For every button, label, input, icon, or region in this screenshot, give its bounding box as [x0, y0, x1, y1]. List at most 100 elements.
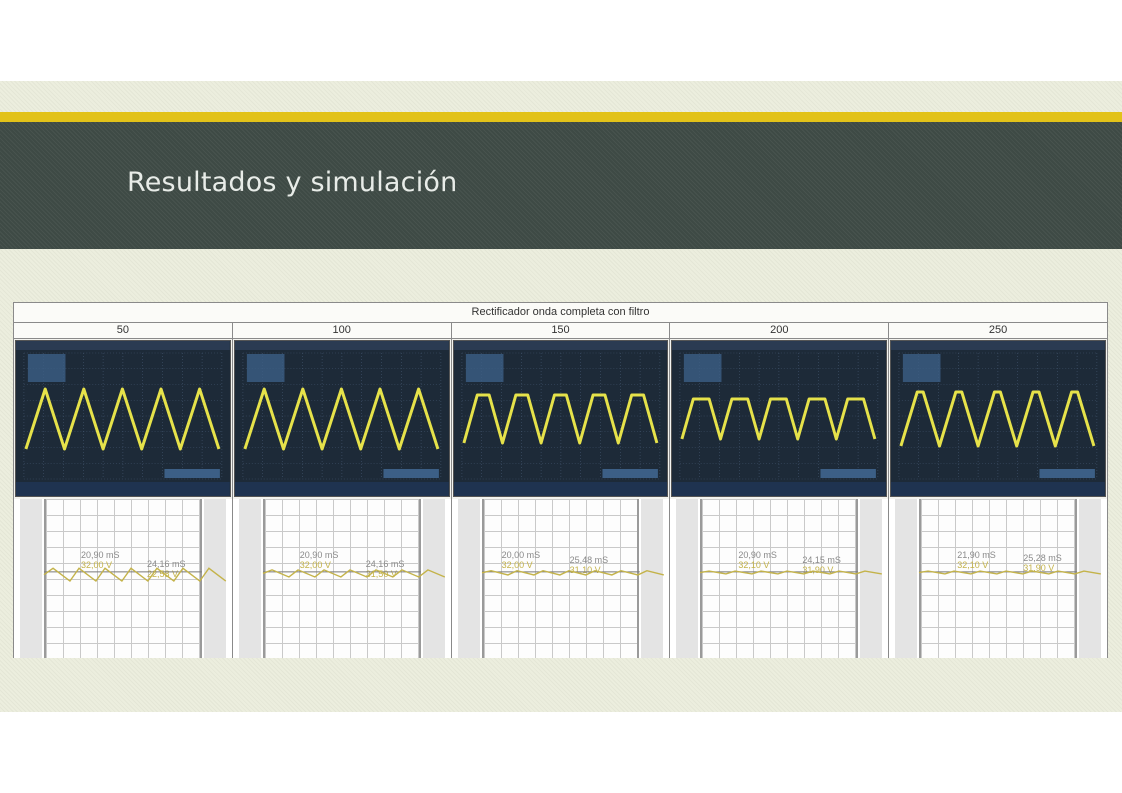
scope-waveform — [899, 390, 1096, 448]
scope-screen — [891, 341, 1105, 496]
cursor-time-2: 24,16 mS — [365, 559, 405, 569]
table-title: Rectificador onda completa con filtro — [14, 303, 1107, 323]
scope-waveform — [680, 397, 877, 441]
column-header: 100 — [232, 323, 451, 339]
simulation-plot: 21,90 mS 32,10 V 25,28 mS 31,90 V — [889, 499, 1107, 658]
oscilloscope-capture — [452, 340, 669, 497]
slide: Resultados y simulación Rectificador ond… — [0, 81, 1122, 712]
scope-status-bar — [16, 482, 230, 496]
scope-toolbar — [672, 341, 887, 350]
scope-toolbar — [234, 341, 449, 350]
result-column: 200 20,90 mS 32,10 V 24,15 mS 31,90 V — [670, 323, 890, 658]
oscilloscope-capture — [233, 340, 450, 497]
cursor-voltage-1: 32,10 V — [738, 560, 770, 570]
column-header: 250 — [889, 323, 1107, 339]
sim-ripple-trace — [262, 569, 445, 578]
sim-grid — [919, 499, 1077, 658]
scope-status-bar — [234, 482, 449, 496]
cursor-time-1: 21,90 mS — [957, 550, 996, 560]
cursor-voltage-1: 32,00 V — [81, 560, 113, 570]
column-header: 200 — [670, 323, 889, 339]
simulation-trace-layer — [43, 567, 227, 583]
simulation-plot: 20,00 mS 32,00 V 25,48 mS 31,10 V — [451, 499, 670, 658]
scope-frequency-box — [602, 469, 658, 478]
cursor-voltage-1: 32,00 V — [501, 560, 533, 570]
scope-frequency-box — [820, 469, 877, 478]
sim-margin — [676, 499, 699, 658]
scope-frequency-box — [1039, 469, 1096, 478]
scope-waveform — [462, 393, 658, 445]
scope-toolbar — [891, 341, 1105, 350]
scope-screen — [234, 341, 449, 496]
oscilloscope-capture — [15, 340, 231, 497]
cursor-voltage-2: 31,90 V — [1023, 563, 1055, 573]
sim-margin — [1078, 499, 1101, 658]
accent-bar — [0, 112, 1122, 122]
title-band: Resultados y simulación — [0, 122, 1122, 249]
result-column: 100 20,90 mS 32,00 V 24,16 mS 31,50 V — [232, 323, 452, 658]
scope-waveform — [243, 387, 440, 451]
sim-grid — [262, 499, 421, 658]
sim-ripple-trace — [481, 569, 664, 576]
slide-title: Resultados y simulación — [127, 167, 458, 198]
result-column: 150 20,00 mS 32,00 V 25,48 mS 31,10 V — [451, 323, 671, 658]
cursor-time-2: 24,15 mS — [802, 555, 841, 565]
column-header: 50 — [14, 323, 232, 339]
cursor-voltage-2: 22,58 V — [147, 569, 179, 579]
cursor-time-2: 25,48 mS — [569, 555, 609, 565]
sim-grid — [700, 499, 859, 658]
sim-grid — [481, 499, 640, 658]
simulation-trace-layer — [919, 570, 1102, 575]
results-table: Rectificador onda completa con filtro 50… — [13, 302, 1108, 658]
sim-margin — [20, 499, 42, 658]
scope-toolbar — [16, 341, 230, 350]
cursor-time-2: 24,16 mS — [147, 559, 186, 569]
result-column: 250 21,90 mS 32,10 V 25,28 mS 31,90 V — [889, 323, 1107, 658]
scope-frequency-box — [164, 469, 220, 478]
simulation-trace-layer — [262, 569, 445, 578]
cursor-time-1: 20,90 mS — [738, 550, 777, 560]
sim-margin — [860, 499, 883, 658]
scope-screen — [453, 341, 668, 496]
cursor-time-1: 20,00 mS — [501, 550, 541, 560]
scope-screen — [672, 341, 887, 496]
scope-waveform — [24, 387, 221, 451]
scope-status-bar — [453, 482, 668, 496]
cursor-voltage-2: 31,10 V — [569, 565, 601, 575]
simulation-plot: 20,90 mS 32,10 V 24,15 mS 31,90 V — [670, 499, 889, 658]
sim-ripple-trace — [919, 570, 1102, 575]
simulation-plot: 20,90 mS 32,00 V 24,16 mS 22,58 V — [14, 499, 232, 658]
scope-status-bar — [891, 482, 1105, 496]
scope-measurement-box — [465, 354, 504, 382]
scope-measurement-box — [684, 354, 722, 382]
oscilloscope-capture — [671, 340, 888, 497]
sim-ripple-trace — [700, 570, 883, 575]
cursor-voltage-2: 31,90 V — [802, 565, 834, 575]
sim-margin — [203, 499, 226, 658]
sim-margin — [422, 499, 445, 658]
cursor-time-2: 25,28 mS — [1023, 553, 1062, 563]
cursor-time-1: 20,90 mS — [81, 550, 120, 560]
sim-ripple-trace — [43, 567, 227, 583]
simulation-plot: 20,90 mS 32,00 V 24,16 mS 31,50 V — [232, 499, 451, 658]
scope-screen — [16, 341, 230, 496]
sim-margin — [457, 499, 480, 658]
scope-measurement-box — [246, 354, 285, 382]
scope-toolbar — [453, 341, 668, 350]
sim-margin — [895, 499, 918, 658]
cursor-time-1: 20,90 mS — [299, 550, 339, 560]
cursor-voltage-2: 31,50 V — [365, 569, 397, 579]
result-column: 50 20,90 mS 32,00 V 24,16 mS 22,58 V — [14, 323, 233, 658]
cursor-voltage-1: 32,10 V — [957, 560, 989, 570]
sim-margin — [641, 499, 664, 658]
cursor-voltage-1: 32,00 V — [299, 560, 331, 570]
column-header: 150 — [451, 323, 670, 339]
scope-measurement-box — [903, 354, 941, 382]
sim-margin — [238, 499, 261, 658]
oscilloscope-capture — [890, 340, 1106, 497]
simulation-trace-layer — [700, 570, 883, 575]
scope-measurement-box — [27, 354, 66, 382]
scope-frequency-box — [383, 469, 439, 478]
simulation-trace-layer — [481, 569, 664, 576]
scope-status-bar — [672, 482, 887, 496]
